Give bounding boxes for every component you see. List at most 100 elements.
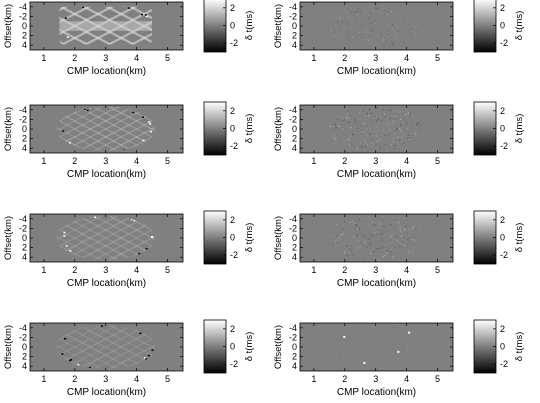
colorbar-tick-label: 2 — [230, 106, 235, 116]
heatmap-background — [30, 323, 183, 371]
x-tick-label: 1 — [41, 156, 46, 166]
speckle — [343, 335, 346, 338]
y-tick-label: -2 — [289, 223, 297, 233]
x-tick-label: 2 — [72, 53, 77, 63]
x-tick-label: 5 — [435, 53, 440, 63]
x-tick-label: 4 — [134, 265, 139, 275]
colorbar-tick-label: 0 — [230, 124, 235, 134]
x-tick-label: 1 — [311, 265, 316, 275]
y-tick-label: 2 — [292, 352, 297, 362]
colorbar — [473, 319, 497, 374]
y-tick-label: -4 — [289, 323, 297, 333]
colorbar — [203, 319, 227, 374]
x-tick-label: 1 — [311, 374, 316, 384]
y-tick-label: -4 — [289, 214, 297, 224]
heatmap-background — [300, 105, 453, 153]
y-tick-label: -2 — [19, 223, 27, 233]
x-tick-label: 2 — [72, 374, 77, 384]
x-tick-label: 5 — [435, 265, 440, 275]
x-tick-label: 3 — [373, 265, 378, 275]
colorbar-tick-label: 2 — [500, 3, 505, 13]
x-tick-label: 1 — [311, 53, 316, 63]
speckle — [397, 350, 400, 353]
colorbar — [203, 0, 227, 53]
colorbar-label: δ t(ms) — [514, 11, 525, 41]
y-tick-label: -2 — [19, 114, 27, 124]
x-axis-label: CMP location(km) — [337, 66, 416, 77]
x-tick-label: 1 — [311, 156, 316, 166]
x-tick-label: 3 — [103, 374, 108, 384]
colorbar-tick-label: 2 — [500, 106, 505, 116]
x-tick-label: 4 — [404, 156, 409, 166]
y-tick-label: 2 — [22, 352, 27, 362]
colorbar-tick-label: -2 — [500, 141, 508, 151]
y-axis-label: Offset(km) — [273, 325, 284, 369]
colorbar-label: δ t(ms) — [244, 11, 255, 41]
x-tick-label: 5 — [165, 374, 170, 384]
x-axis-label: CMP location(km) — [67, 169, 146, 180]
y-tick-label: 4 — [22, 252, 27, 262]
colorbar-tick-label: 0 — [230, 342, 235, 352]
x-tick-label: 3 — [103, 265, 108, 275]
x-tick-label: 5 — [165, 265, 170, 275]
y-axis-label: Offset(km) — [273, 216, 284, 260]
colorbar — [473, 0, 497, 53]
y-axis-label: Offset(km) — [273, 107, 284, 151]
heatmap-background — [300, 323, 453, 371]
x-tick-label: 2 — [342, 265, 347, 275]
y-tick-label: 4 — [22, 361, 27, 371]
x-tick-label: 4 — [134, 53, 139, 63]
x-tick-label: 4 — [404, 265, 409, 275]
y-tick-label: 2 — [292, 31, 297, 41]
y-tick-label: 0 — [22, 342, 27, 352]
y-tick-label: 4 — [22, 143, 27, 153]
colorbar-label: δ t(ms) — [514, 223, 525, 253]
x-tick-label: 3 — [103, 53, 108, 63]
x-tick-label: 3 — [373, 156, 378, 166]
colorbar-tick-label: -2 — [230, 38, 238, 48]
colorbar-label: δ t(ms) — [244, 223, 255, 253]
colorbar-tick-label: -2 — [500, 250, 508, 260]
x-axis-label: CMP location(km) — [67, 66, 146, 77]
colorbar — [203, 101, 227, 156]
heatmap-background — [30, 214, 183, 262]
colorbar-tick-label: 0 — [500, 21, 505, 31]
x-axis-label: CMP location(km) — [67, 387, 146, 398]
y-tick-label: 2 — [292, 243, 297, 253]
colorbar-tick-label: -2 — [500, 359, 508, 369]
x-tick-label: 1 — [41, 265, 46, 275]
y-tick-label: 0 — [292, 342, 297, 352]
heatmap-background — [300, 214, 453, 262]
x-tick-label: 5 — [165, 156, 170, 166]
x-axis-label: CMP location(km) — [337, 169, 416, 180]
x-axis-label: CMP location(km) — [337, 387, 416, 398]
colorbar-tick-label: -2 — [230, 359, 238, 369]
y-tick-label: -2 — [19, 332, 27, 342]
y-tick-label: -4 — [19, 2, 27, 12]
y-tick-label: 0 — [292, 124, 297, 134]
y-axis-label: Offset(km) — [3, 107, 14, 151]
y-tick-label: 0 — [22, 21, 27, 31]
x-tick-label: 4 — [134, 374, 139, 384]
y-tick-label: 4 — [292, 361, 297, 371]
y-tick-label: 2 — [22, 243, 27, 253]
y-tick-label: -2 — [289, 11, 297, 21]
colorbar-tick-label: -2 — [500, 38, 508, 48]
heatmap-field — [59, 6, 153, 45]
colorbar — [473, 210, 497, 265]
colorbar-tick-label: 2 — [500, 215, 505, 225]
x-tick-label: 1 — [41, 374, 46, 384]
y-tick-label: -2 — [19, 11, 27, 21]
heatmap-background — [30, 105, 183, 153]
colorbar-label: δ t(ms) — [244, 332, 255, 362]
colorbar-tick-label: -2 — [230, 141, 238, 151]
colorbar-tick-label: 2 — [500, 324, 505, 334]
